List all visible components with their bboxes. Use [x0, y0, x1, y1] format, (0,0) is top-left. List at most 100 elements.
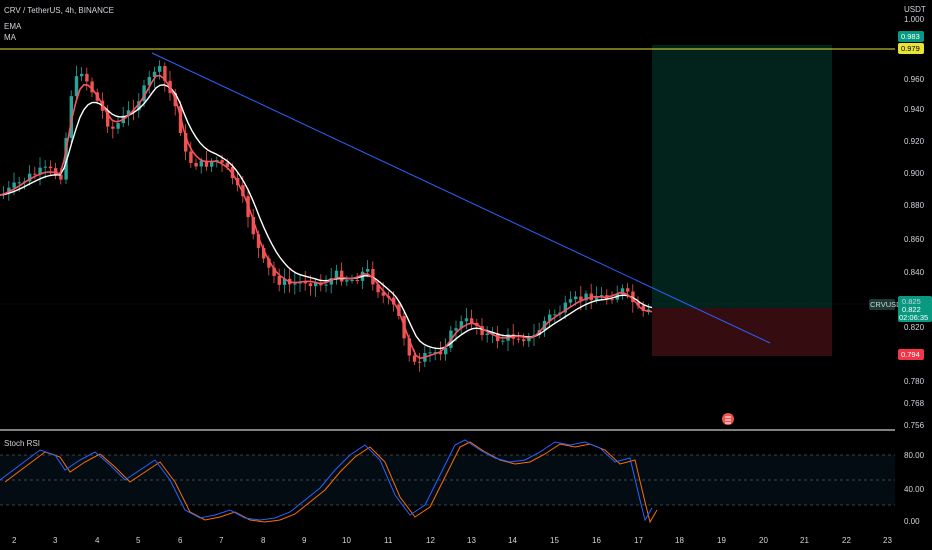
candle-body — [33, 173, 37, 175]
time-label: 18 — [675, 536, 684, 545]
rsi-label: 40.00 — [904, 485, 925, 494]
candle-body — [527, 336, 531, 342]
time-label: 11 — [384, 536, 393, 545]
trend-line[interactable] — [151, 52, 771, 344]
time-label: 8 — [261, 536, 266, 545]
candle-body — [392, 297, 396, 305]
candle-body — [516, 338, 521, 340]
stop-price-tag: 0.794 — [898, 349, 924, 360]
candle-body — [251, 217, 255, 235]
time-label: 2 — [12, 536, 17, 545]
price-scale[interactable]: USDT 1.000 0.960 0.940 0.920 0.900 0.880… — [904, 5, 926, 430]
candle-body — [641, 305, 645, 312]
candle-body — [12, 182, 16, 188]
ema-legend[interactable]: EMA — [4, 22, 22, 31]
candle-body — [158, 66, 162, 72]
ma-legend[interactable]: MA — [4, 33, 16, 42]
candle-body — [116, 123, 120, 129]
candle-body — [69, 96, 73, 139]
stoch-rsi-legend[interactable]: Stoch RSI — [4, 439, 41, 448]
price-label: 0.820 — [904, 323, 925, 332]
candle-body — [142, 85, 146, 102]
candle-body — [579, 296, 583, 301]
candle-body — [610, 299, 614, 301]
candle-body — [631, 291, 635, 303]
candle-body — [38, 167, 42, 175]
stoch-rsi-k-line — [0, 439, 653, 522]
candle-body — [80, 73, 84, 77]
rsi-scale[interactable]: 80.00 40.00 0.00 — [904, 451, 925, 526]
time-label: 17 — [634, 536, 643, 545]
time-label: 10 — [342, 536, 351, 545]
candle-body — [381, 292, 385, 296]
candle-body — [329, 278, 333, 285]
time-label: 20 — [759, 536, 768, 545]
price-label: 0.880 — [904, 201, 925, 210]
time-label: 5 — [136, 536, 141, 545]
price-label: 0.756 — [904, 421, 925, 430]
price-label: 0.960 — [904, 75, 925, 84]
candle-body — [470, 318, 474, 323]
time-label: 16 — [592, 536, 601, 545]
candle-body — [147, 76, 151, 86]
candle-body — [501, 340, 505, 342]
candle-body — [210, 161, 214, 167]
time-label: 9 — [302, 536, 307, 545]
candle-body — [262, 247, 266, 259]
scroll-to-realtime-icon[interactable] — [722, 413, 734, 425]
candle-body — [626, 288, 630, 292]
candle-body — [59, 174, 63, 180]
candle-body — [620, 288, 625, 295]
candle-body — [126, 110, 131, 116]
candle-body — [412, 355, 417, 362]
candle-body — [366, 268, 370, 272]
candle-body — [277, 275, 281, 285]
candle-body — [522, 339, 526, 342]
svg-text:0.794: 0.794 — [901, 350, 920, 359]
candle-body — [282, 278, 287, 285]
candle-body — [204, 160, 209, 167]
candle-body — [225, 162, 229, 167]
stop-zone[interactable] — [652, 308, 832, 356]
candle-body — [418, 361, 422, 363]
hline-price-tag: 0.979 — [898, 43, 924, 54]
symbol-legend[interactable]: CRV / TetherUS, 4h, BINANCE — [4, 6, 114, 15]
candle-body — [459, 321, 463, 329]
candle-body — [199, 160, 203, 167]
rsi-label: 0.00 — [904, 517, 920, 526]
candle-body — [444, 347, 448, 355]
candle-body — [267, 258, 271, 268]
price-label: 1.000 — [904, 15, 925, 24]
candle-body — [433, 352, 437, 354]
time-label: 4 — [95, 536, 100, 545]
svg-text:02:06:35: 02:06:35 — [899, 313, 928, 322]
time-label: 23 — [883, 536, 892, 545]
candle-body — [553, 314, 557, 316]
candle-body — [303, 281, 307, 284]
time-label: 19 — [717, 536, 726, 545]
candle-body — [256, 234, 261, 248]
time-axis[interactable]: 2 3 4 5 6 7 8 9 10 11 12 13 14 15 16 17 … — [12, 536, 892, 545]
candle-body — [163, 66, 167, 81]
candle-body — [106, 110, 110, 127]
time-label: 22 — [842, 536, 851, 545]
time-label: 15 — [550, 536, 559, 545]
candle-body — [646, 309, 651, 312]
candle-body — [111, 126, 115, 129]
price-label: 0.920 — [904, 137, 925, 146]
price-label: 0.860 — [904, 235, 925, 244]
candle-body — [184, 132, 188, 152]
candle-body — [64, 138, 68, 180]
candle-body — [574, 296, 578, 300]
candle-body — [152, 71, 157, 77]
candle-body — [17, 182, 21, 184]
candle-body — [137, 101, 141, 111]
ma-line — [0, 84, 653, 350]
candle-body — [407, 338, 411, 356]
target-zone[interactable] — [652, 45, 832, 308]
candle-body — [241, 185, 245, 197]
last-price-tag: CRVUSDT 0.825 0.822 02:06:35 — [869, 296, 932, 322]
price-label: 0.780 — [904, 377, 925, 386]
candle-body — [54, 168, 58, 175]
